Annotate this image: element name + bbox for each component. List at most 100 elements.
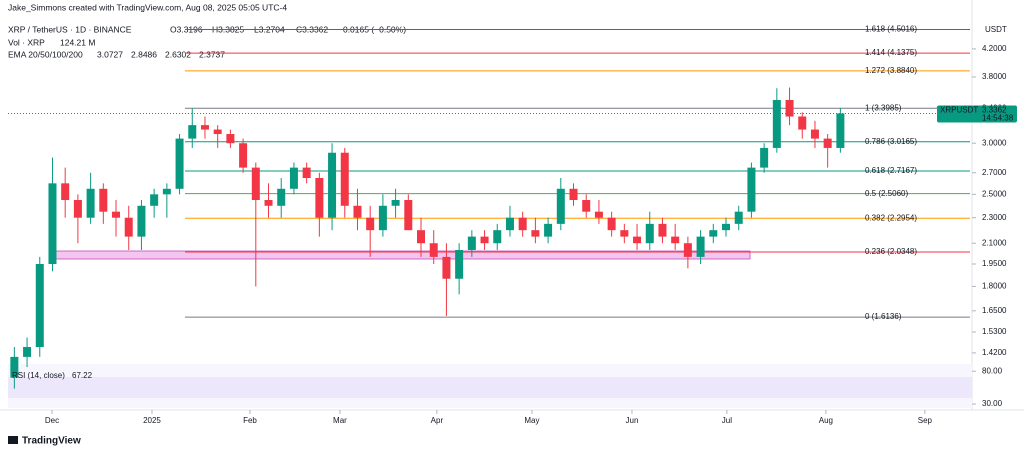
candle-body — [73, 199, 82, 218]
candle-body — [429, 243, 438, 257]
candle-body — [544, 223, 553, 237]
candle-body — [823, 138, 832, 148]
ema-value: 2.6302 — [165, 49, 191, 59]
x-tick-label: Jun — [626, 416, 639, 425]
brand: TradingView — [8, 436, 81, 447]
fib-label: 0 (1.6136) — [865, 312, 902, 321]
candle-body — [188, 125, 197, 139]
candle-body — [696, 236, 705, 257]
candle-body — [442, 256, 451, 279]
price-tag-value: 3.3362 — [982, 106, 1007, 115]
candle-body — [391, 199, 400, 206]
candle-body — [251, 167, 260, 200]
candle-body — [645, 223, 654, 244]
y-tick-label: 1.4200 — [982, 348, 1007, 357]
x-tick-label: Sep — [918, 416, 933, 425]
rsi-label: RSI (14, close) — [12, 371, 65, 380]
fib-label: 0.786 (3.0165) — [865, 137, 917, 146]
x-tick-label: Aug — [819, 416, 833, 425]
candle-body — [582, 199, 591, 212]
candle-body — [35, 263, 44, 348]
y-tick-label: 4.2000 — [982, 44, 1007, 53]
candle-body — [505, 217, 514, 231]
candle-body — [709, 230, 718, 237]
candle-body — [264, 199, 273, 206]
y-tick-label: 2.5000 — [982, 189, 1007, 198]
rsi-value: 67.22 — [72, 371, 93, 380]
fib-label: 1.414 (4.1375) — [865, 48, 917, 57]
fib-label: 1 (3.3985) — [865, 103, 902, 112]
candle-body — [378, 205, 387, 231]
candle-body — [798, 116, 807, 130]
candle-body — [239, 143, 248, 168]
fib-label: 0.5 (2.5060) — [865, 189, 908, 198]
y-tick-label: 3.0000 — [982, 138, 1007, 147]
candle-body — [607, 217, 616, 231]
ema-value: 2.8486 — [131, 49, 157, 59]
candle-body — [836, 113, 845, 148]
candle-body — [277, 188, 286, 206]
candle-body — [23, 347, 32, 357]
candle-body — [200, 125, 209, 130]
rsi-tick-label: 80.00 — [982, 366, 1003, 375]
fib-label: 1.618 (4.5016) — [865, 25, 917, 34]
candle-body — [302, 167, 311, 179]
rsi-tick-label: 30.00 — [982, 399, 1003, 408]
x-tick-label: Feb — [243, 416, 257, 425]
candle-body — [455, 249, 464, 279]
candle-body — [594, 211, 603, 218]
candle-body — [328, 152, 337, 218]
candle-body — [340, 152, 349, 206]
candle-body — [162, 188, 171, 195]
fib-label: 0.236 (2.0348) — [865, 247, 917, 256]
fib-label: 1.272 (3.8840) — [865, 66, 917, 75]
candle-body — [620, 230, 629, 237]
x-tick-label: 2025 — [143, 416, 161, 425]
candle-body — [658, 223, 667, 237]
candle-body — [633, 236, 642, 244]
y-tick-label: 2.3000 — [982, 213, 1007, 222]
ema-label: EMA 20/50/100/200 — [8, 49, 83, 59]
currency-label: USDT — [985, 25, 1007, 34]
x-tick-label: May — [524, 416, 539, 425]
y-tick-label: 1.6500 — [982, 306, 1007, 315]
fib-label: 0.618 (2.7167) — [865, 166, 917, 175]
candle-body — [417, 230, 426, 244]
candle-body — [531, 230, 540, 237]
volume-label: Vol · XRP — [8, 37, 45, 47]
candle-body — [10, 356, 19, 378]
candle-body — [61, 183, 70, 200]
candle-body — [226, 134, 235, 144]
candle-body — [175, 138, 184, 189]
attribution: Jake_Simmons created with TradingView.co… — [8, 2, 287, 12]
brand-name: TradingView — [22, 436, 81, 447]
candle-body — [518, 217, 527, 231]
candle-body — [671, 236, 680, 244]
symbol: XRP / TetherUS · 1D · BINANCE — [8, 24, 132, 34]
x-tick-label: Jul — [722, 416, 732, 425]
candle-body — [404, 199, 413, 231]
ema-value: 2.3737 — [199, 49, 225, 59]
y-tick-label: 1.5300 — [982, 327, 1007, 336]
candle-body — [137, 205, 146, 237]
candle-body — [722, 223, 731, 231]
brand-logo — [8, 436, 18, 444]
candle-body — [480, 236, 489, 244]
candle-body — [112, 211, 121, 218]
candle-body — [772, 100, 781, 148]
candle-body — [353, 205, 362, 218]
y-tick-label: 1.8000 — [982, 282, 1007, 291]
candle-body — [99, 188, 108, 212]
x-tick-label: Apr — [431, 416, 444, 425]
candle-body — [48, 183, 57, 264]
candle-body — [213, 129, 222, 135]
ema-value: 3.0727 — [97, 49, 123, 59]
x-tick-label: Dec — [45, 416, 59, 425]
candle-body — [467, 236, 476, 250]
candle-body — [556, 188, 565, 224]
y-tick-label: 2.7000 — [982, 168, 1007, 177]
candle-body — [683, 243, 692, 257]
price-tag-countdown: 14:54:38 — [982, 114, 1014, 123]
candle-body — [315, 178, 324, 218]
